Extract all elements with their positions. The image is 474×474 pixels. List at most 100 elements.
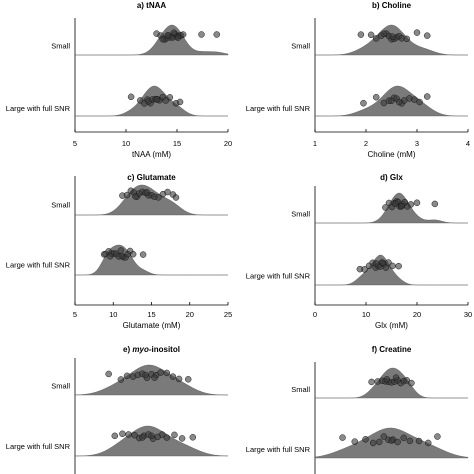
data-point (171, 431, 178, 439)
data-point (142, 371, 149, 379)
x-tick-label: 15 (147, 310, 155, 319)
data-point (372, 35, 380, 42)
data-point (129, 250, 137, 258)
category-label: Large with full SNR (6, 104, 71, 113)
x-tick-label: 10 (122, 139, 130, 148)
x-tick-label: 1 (313, 139, 317, 148)
x-tick-label: 10 (109, 310, 117, 319)
density-cloud (75, 24, 229, 56)
data-point (178, 435, 186, 442)
data-point (155, 194, 162, 201)
x-tick-label: 25 (224, 310, 232, 319)
x-axis-label: Choline (mM) (367, 150, 415, 159)
category-label: Small (291, 42, 310, 51)
data-point (382, 264, 390, 271)
data-point (416, 98, 423, 106)
category-label: Large with full SNR (246, 272, 311, 281)
x-tick-label: 3 (415, 139, 419, 148)
data-point (158, 431, 166, 438)
data-point (125, 431, 132, 438)
data-point (139, 251, 147, 258)
x-tick-label: 20 (186, 310, 194, 319)
data-point (131, 431, 138, 439)
data-point (111, 432, 119, 440)
data-point (164, 188, 171, 196)
data-point (400, 434, 407, 442)
density-cloud (75, 244, 228, 276)
panel-6: f) Creatine Small Large with full SNR (246, 345, 469, 474)
data-point (383, 376, 391, 383)
x-tick-label: 4 (466, 139, 470, 148)
x-tick-label: 30 (464, 310, 472, 319)
data-point (105, 370, 112, 378)
category-label: Small (291, 210, 310, 219)
data-point (372, 93, 380, 101)
x-tick-label: 2 (364, 139, 368, 148)
panel-4: d) Glx Small Large with full SNR 0 10 20 30 Glx… (246, 173, 472, 330)
data-point (163, 434, 171, 441)
data-point (369, 439, 377, 447)
data-point (395, 262, 402, 270)
data-point (376, 438, 383, 446)
data-point (362, 436, 369, 443)
category-label: Small (291, 385, 310, 394)
data-point (166, 94, 174, 101)
category-label: Small (51, 382, 70, 391)
data-point (145, 98, 152, 105)
x-axis-label: Glx (mM) (375, 321, 408, 330)
panel-5: e) myo-inositol Small Large with full SNR (6, 345, 229, 474)
data-point (118, 252, 125, 260)
panel-title: b) Choline (372, 1, 412, 10)
data-point (413, 199, 421, 207)
data-point (380, 30, 388, 38)
panel-title: e) myo-inositol (123, 345, 180, 354)
data-point (139, 434, 146, 441)
data-point (407, 201, 415, 208)
data-point (392, 200, 399, 207)
data-point (157, 369, 164, 376)
x-axis-label: tNAA (mM) (132, 150, 171, 159)
category-label: Small (51, 201, 70, 210)
x-tick-label: 20 (413, 310, 421, 319)
density-cloud (315, 254, 468, 286)
data-point (179, 31, 187, 38)
data-point (132, 193, 139, 200)
density-cloud (75, 184, 228, 216)
data-point (172, 194, 180, 201)
data-point (153, 96, 160, 103)
x-tick-label: 20 (224, 139, 232, 148)
data-point (389, 262, 396, 270)
data-point (198, 31, 205, 38)
category-label: Large with full SNR (6, 261, 71, 270)
data-point (164, 32, 172, 39)
data-point (184, 376, 192, 383)
x-tick-label: 5 (73, 310, 77, 319)
data-point (388, 437, 395, 444)
data-point (380, 433, 388, 440)
x-tick-label: 0 (313, 310, 317, 319)
data-point (189, 434, 197, 441)
data-point (213, 31, 221, 38)
data-point (159, 35, 166, 43)
data-point (379, 259, 387, 267)
panel-title: a) tNAA (137, 1, 167, 10)
category-label: Large with full SNR (6, 442, 71, 451)
panel-title: d) Glx (380, 173, 403, 182)
panel-1: a) tNAA Small Large with full SNR 5 10 15 20 tN… (6, 1, 232, 159)
x-tick-label: 15 (173, 139, 181, 148)
panel-title-italic: myo (132, 345, 149, 354)
data-point (357, 31, 365, 38)
data-point (388, 97, 395, 105)
data-point (117, 247, 125, 254)
data-point (395, 98, 403, 106)
data-point (408, 379, 415, 387)
data-point (117, 376, 125, 383)
data-point (151, 374, 158, 381)
panel-title: c) Glutamate (127, 173, 176, 182)
x-tick-label: 5 (73, 139, 77, 148)
category-label: Large with full SNR (246, 445, 311, 454)
data-point (169, 373, 177, 380)
data-point (389, 33, 396, 40)
data-point (176, 98, 184, 106)
